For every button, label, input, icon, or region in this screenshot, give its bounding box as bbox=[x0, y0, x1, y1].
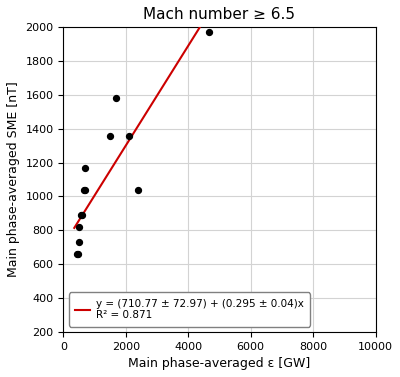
Y-axis label: Main phase-averaged SME [nT]: Main phase-averaged SME [nT] bbox=[7, 82, 20, 277]
Point bbox=[135, 187, 142, 193]
Legend: y = (710.77 ± 72.97) + (0.295 ± 0.04)x
R² = 0.871: y = (710.77 ± 72.97) + (0.295 ± 0.04)x R… bbox=[68, 293, 310, 326]
Point bbox=[79, 212, 85, 218]
Point bbox=[107, 133, 113, 139]
Point bbox=[76, 224, 82, 230]
Point bbox=[126, 133, 132, 139]
Point bbox=[113, 95, 120, 101]
Title: Mach number ≥ 6.5: Mach number ≥ 6.5 bbox=[144, 7, 296, 22]
Point bbox=[80, 187, 87, 193]
Point bbox=[78, 212, 84, 218]
Point bbox=[82, 165, 88, 171]
Point bbox=[205, 29, 212, 35]
X-axis label: Main phase-averaged ε [GW]: Main phase-averaged ε [GW] bbox=[128, 357, 310, 370]
Point bbox=[74, 251, 80, 257]
Point bbox=[74, 251, 81, 257]
Point bbox=[82, 187, 88, 193]
Point bbox=[76, 239, 82, 245]
